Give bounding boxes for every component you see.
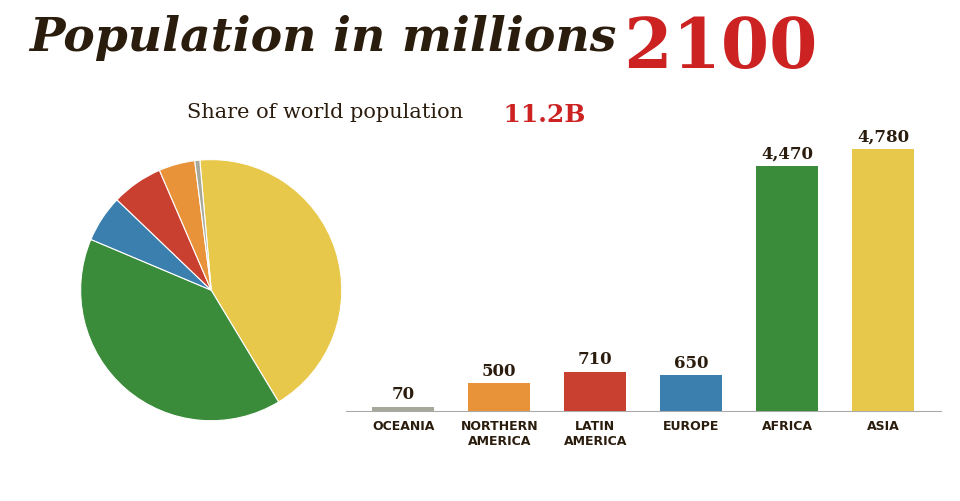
Bar	[660, 375, 722, 411]
Text: 650: 650	[674, 354, 708, 371]
Text: 11.2B: 11.2B	[486, 103, 586, 127]
Bar	[756, 166, 818, 411]
Wedge shape	[81, 240, 278, 421]
Wedge shape	[159, 161, 211, 291]
Text: 4,470: 4,470	[761, 145, 813, 162]
Text: 710: 710	[578, 351, 612, 368]
Text: Population in millions: Population in millions	[29, 15, 616, 61]
Wedge shape	[117, 171, 211, 291]
Text: 500: 500	[482, 362, 516, 379]
Text: Share of world population: Share of world population	[187, 103, 464, 122]
Bar	[468, 383, 530, 411]
Wedge shape	[195, 161, 211, 291]
Wedge shape	[91, 200, 211, 291]
Text: 4,780: 4,780	[857, 128, 909, 145]
Bar	[372, 407, 434, 411]
Text: 2100: 2100	[600, 15, 817, 82]
Bar	[852, 150, 915, 411]
Wedge shape	[200, 160, 342, 402]
Text: 70: 70	[392, 386, 415, 403]
Bar	[564, 372, 626, 411]
